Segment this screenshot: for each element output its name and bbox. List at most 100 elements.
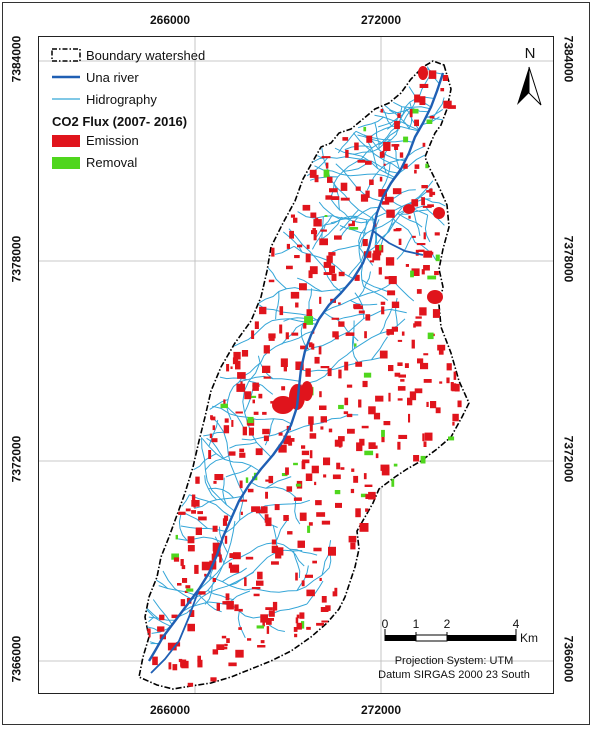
hydrography-branch [311,224,326,250]
emission-patch [331,317,340,320]
hydrography-branch [361,279,388,292]
hydrography-branch [389,109,410,130]
emission-patch [197,655,201,662]
scale-label-1: 1 [412,617,420,631]
emission-patch [251,330,255,339]
emission-patch [293,627,298,632]
emission-patch [372,253,381,261]
emission-patch [320,607,329,612]
emission-patch [290,214,295,218]
emission-patch [279,306,284,316]
emission-patch [152,656,158,666]
emission-patch [431,191,436,196]
removal-patch [186,588,194,592]
emission-patch [271,247,275,257]
emission-patch [347,428,355,434]
emission-patch [388,365,394,372]
emission-patch [381,306,385,315]
emission-patch [285,467,289,475]
emission-patch [397,398,403,401]
emission-patch [332,331,339,338]
hydrography-branch [222,477,227,506]
emission-patch [334,235,342,240]
emission-patch [210,677,217,682]
emission-patch [251,587,261,590]
emission-patch [219,554,222,563]
removal-patch [256,625,264,629]
emission-patch [198,516,207,521]
emission-patch [240,381,243,388]
emission-patch [411,268,420,276]
legend-boundary-swatch [51,48,81,62]
emission-patch [366,135,373,143]
emission-patch [278,444,287,453]
emission-patch [279,324,283,334]
emission-patch [328,428,333,433]
emission-patch [226,638,230,643]
emission-patch [191,494,196,502]
hydrography-stream [425,108,444,119]
emission-patch [222,646,228,650]
removal-patch [171,553,179,560]
emission-patch [226,364,230,372]
removal-patch [427,332,434,340]
emission-patch [391,326,398,332]
emission-patch [384,276,392,280]
emission-patch [148,630,151,638]
emission-patch [447,105,456,109]
emission-patch [260,506,268,514]
emission-patch [391,301,400,308]
emission-patch [329,188,338,193]
emission-patch [422,433,425,442]
emission-patch [418,249,425,252]
emission-patch [225,593,230,601]
emission-patch [363,251,372,258]
emission-patch [323,474,327,478]
emission-patch [223,425,230,434]
emission-patch [268,610,275,617]
emission-patch [351,468,355,472]
emission-patch [373,250,382,256]
hydrography-branch [147,608,159,619]
emission-patch [268,338,275,341]
emission-patch [289,230,294,239]
emission-patch [187,682,194,687]
emission-patch [325,605,331,611]
emission-patch [247,488,254,493]
removal-patch [307,525,311,533]
emission-patch [252,384,260,387]
emission-patch [168,662,172,670]
emission-patch [195,527,202,535]
hydrography-stream [366,187,432,254]
emission-patch [432,309,440,318]
emission-patch [387,290,396,296]
emission-patch [306,309,313,316]
emission-patch [334,439,343,447]
emission-patch [290,291,300,299]
emission-patch [319,391,322,398]
removal-patch [281,473,288,477]
emission-patch [454,383,460,392]
emission-patch [157,626,165,632]
emission-patch [423,379,432,383]
emission-patch [437,344,446,351]
emission-patch [316,512,326,517]
emission-patch [338,369,342,379]
emission-patch [426,190,430,193]
emission-patch [446,363,452,371]
y-tick-right-3: 7372000 [561,435,576,483]
emission-patch [300,345,309,350]
emission-patch [237,372,246,379]
emission-patch [319,296,322,304]
hydrography-branch [219,376,248,381]
removal-patch [426,119,433,124]
legend-removal-label: Removal [86,155,138,170]
hydrography-stream [370,125,419,138]
emission-patch [201,561,211,571]
emission-patch [301,580,305,587]
emission-patch [422,205,432,208]
hydrography-branch [208,487,234,499]
hydrography-branch [331,244,360,253]
removal-patch [425,163,429,169]
emission-patch [309,169,317,178]
